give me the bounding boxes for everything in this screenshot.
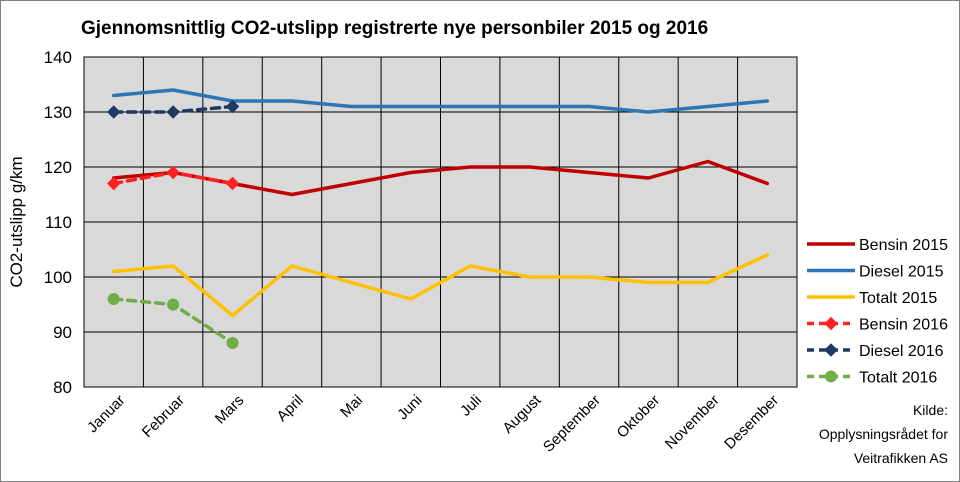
series-totalt-2015 — [111, 253, 770, 318]
grid-lines — [84, 56, 797, 388]
y-tick-label: 110 — [45, 213, 72, 232]
x-tick-label: Juni — [394, 392, 425, 423]
legend-label: Totalt 2015 — [859, 290, 937, 307]
series-totalt-2016 — [107, 293, 239, 349]
source-line: Kilde: — [913, 402, 948, 418]
diamond-marker — [225, 99, 240, 114]
x-tick-label: Oktober — [614, 392, 664, 442]
series-diesel-2016 — [107, 99, 240, 119]
legend-item: Diesel 2016 — [807, 343, 944, 360]
legend-item: Bensin 2016 — [807, 317, 948, 334]
y-tick-labels: 80 90 100 110 120 130 140 — [44, 48, 72, 397]
y-tick-label: 140 — [44, 48, 72, 67]
circle-marker — [107, 293, 120, 305]
legend-item: Bensin 2015 — [807, 237, 948, 254]
x-tick-label: August — [499, 391, 545, 437]
x-tick-label: Mars — [212, 392, 248, 428]
diamond-marker — [824, 316, 838, 331]
series-line — [111, 253, 770, 318]
x-tick-label: Mai — [337, 392, 366, 421]
circle-marker — [825, 370, 837, 383]
legend-label: Diesel 2015 — [859, 264, 944, 281]
legend-label: Totalt 2016 — [859, 370, 937, 387]
x-tick-label: Juli — [457, 392, 485, 420]
y-tick-label: 80 — [53, 378, 72, 397]
y-tick-label: 100 — [44, 268, 72, 287]
legend-item: Totalt 2016 — [807, 370, 937, 387]
x-tick-label: Januar — [84, 392, 128, 436]
series-lines — [107, 88, 770, 349]
y-tick-label: 90 — [53, 323, 72, 342]
x-tick-label: November — [662, 392, 723, 453]
source-line: Opplysningsrådet for — [819, 426, 949, 442]
y-tick-label: 120 — [44, 158, 72, 177]
legend-item: Totalt 2015 — [807, 290, 937, 307]
circle-marker — [226, 337, 239, 349]
diamond-marker — [107, 176, 121, 191]
source-line: Veitrafikken AS — [854, 450, 948, 466]
chart-title: Gjennomsnittlig CO2-utslipp registrerte … — [81, 18, 708, 39]
diamond-marker — [225, 176, 240, 191]
source-note: Kilde: Opplysningsrådet for Veitrafikken A… — [819, 402, 949, 466]
legend-label: Diesel 2016 — [859, 343, 944, 360]
x-tick-label: Desember — [721, 392, 782, 453]
x-tick-label: Februar — [139, 392, 188, 441]
diamond-marker — [166, 165, 180, 180]
x-tick-label: September — [540, 392, 604, 456]
y-tick-label: 130 — [44, 103, 72, 122]
legend-label: Bensin 2016 — [859, 317, 948, 334]
diamond-marker — [824, 343, 838, 357]
legend-item: Diesel 2015 — [807, 264, 944, 281]
series-line — [111, 88, 770, 114]
x-tick-labels: Januar Februar Mars April Mai Juni Juli AugustS… — [84, 391, 782, 455]
y-axis-label: CO2-utslipp g/km — [7, 156, 26, 287]
series-bensin-2016 — [107, 165, 240, 191]
diamond-marker — [166, 105, 180, 119]
legend-label: Bensin 2015 — [859, 237, 948, 254]
circle-marker — [167, 298, 180, 311]
legend: Bensin 2015 Diesel 2015 Totalt 2015 Bensin … — [807, 237, 948, 387]
diamond-marker — [107, 105, 121, 119]
x-tick-label: April — [274, 392, 307, 425]
series-diesel-2015 — [111, 88, 770, 114]
